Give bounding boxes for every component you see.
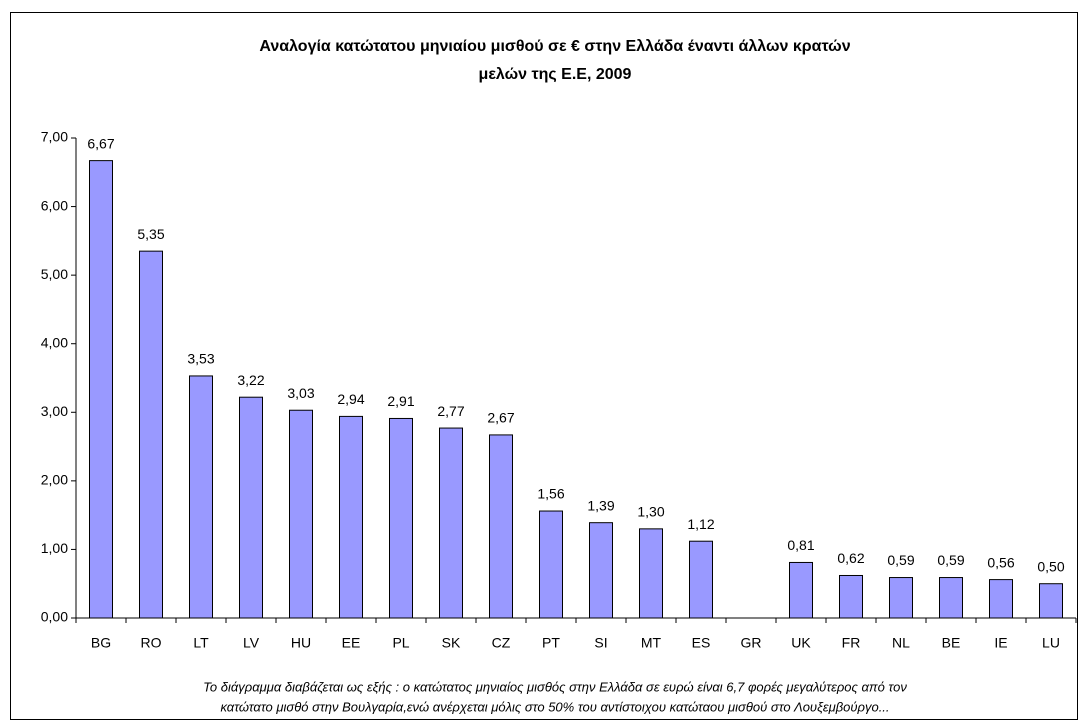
x-tick-label: NL: [892, 635, 910, 651]
bar: [789, 561, 813, 619]
value-label: 6,67: [87, 135, 114, 151]
bar: [689, 540, 713, 619]
value-label: 3,03: [287, 385, 314, 401]
value-label: 0,59: [937, 552, 964, 568]
value-label: 2,91: [387, 393, 414, 409]
bar: [489, 434, 513, 619]
bar: [339, 415, 363, 619]
value-label: 1,56: [537, 486, 564, 502]
x-tick-label: HU: [291, 635, 311, 651]
chart-title: Αναλογία κατώτατου μηνιαίου μισθού σε € …: [259, 38, 850, 55]
x-tick-label: EE: [342, 635, 361, 651]
x-tick-label: LU: [1042, 635, 1060, 651]
value-label: 0,59: [887, 552, 914, 568]
annotation: Το διάγραμμα διαβάζεται ως εξής : ο κατώ…: [203, 679, 907, 694]
bar: [539, 510, 563, 619]
value-label: 1,39: [587, 497, 614, 513]
bar: [639, 528, 663, 619]
value-label: 0,81: [787, 537, 814, 553]
y-tick-label: 1,00: [41, 540, 68, 556]
y-tick-label: 0,00: [41, 609, 68, 625]
bar: [989, 579, 1013, 619]
value-label: 0,50: [1037, 558, 1064, 574]
x-tick-label: ES: [692, 635, 711, 651]
x-tick-label: LT: [193, 635, 209, 651]
value-label: 5,35: [137, 226, 164, 242]
chart-title: μελών της Ε.Ε, 2009: [479, 66, 632, 83]
x-tick-label: PL: [392, 635, 409, 651]
x-tick-label: IE: [994, 635, 1007, 651]
x-tick-label: SK: [442, 635, 461, 651]
bar: [289, 409, 313, 619]
bar: [1039, 583, 1063, 619]
x-tick-label: LV: [243, 635, 260, 651]
value-label: 0,56: [987, 554, 1014, 570]
value-label: 1,12: [687, 516, 714, 532]
x-tick-label: GR: [741, 635, 762, 651]
x-tick-label: BG: [91, 635, 111, 651]
x-tick-label: PT: [542, 635, 560, 651]
value-label: 2,94: [337, 391, 364, 407]
x-tick-label: FR: [842, 635, 861, 651]
x-tick-label: SI: [594, 635, 607, 651]
value-label: 2,77: [437, 403, 464, 419]
y-tick-label: 5,00: [41, 266, 68, 282]
x-tick-label: MT: [641, 635, 662, 651]
bar: [89, 160, 113, 619]
bar: [389, 417, 413, 619]
value-label: 1,30: [637, 504, 664, 520]
bar: [839, 574, 863, 619]
value-label: 0,62: [837, 550, 864, 566]
bar: [439, 427, 463, 619]
x-tick-label: RO: [141, 635, 162, 651]
bar: [889, 577, 913, 619]
bar: [239, 396, 263, 619]
value-label: 3,22: [237, 372, 264, 388]
bar: [939, 577, 963, 619]
value-label: 3,53: [187, 351, 214, 367]
y-tick-label: 6,00: [41, 197, 68, 213]
bar: [189, 375, 213, 619]
bar: [589, 522, 613, 619]
y-tick-label: 7,00: [41, 129, 68, 145]
bar: [139, 250, 163, 619]
y-tick-label: 2,00: [41, 472, 68, 488]
annotation: κατώτατο μισθό στην Βουλγαρία,ενώ ανέρχε…: [220, 699, 889, 714]
y-tick-label: 4,00: [41, 334, 68, 350]
value-label: 2,67: [487, 410, 514, 426]
x-tick-label: UK: [791, 635, 811, 651]
x-tick-label: BE: [942, 635, 961, 651]
x-tick-label: CZ: [492, 635, 511, 651]
y-tick-label: 3,00: [41, 403, 68, 419]
